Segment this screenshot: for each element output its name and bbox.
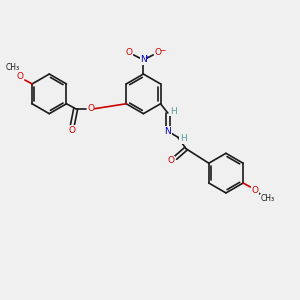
Text: O: O xyxy=(87,104,94,113)
Text: O: O xyxy=(16,71,23,80)
Text: H: H xyxy=(170,107,176,116)
Text: N: N xyxy=(164,127,171,136)
Text: O: O xyxy=(251,186,258,195)
Text: O: O xyxy=(167,156,174,165)
Text: H: H xyxy=(180,134,186,143)
Text: O: O xyxy=(126,48,133,57)
Text: −: − xyxy=(159,46,166,56)
Text: CH₃: CH₃ xyxy=(5,63,20,72)
Text: O: O xyxy=(69,126,76,135)
Text: O: O xyxy=(154,48,161,57)
Text: N: N xyxy=(140,55,147,64)
Text: CH₃: CH₃ xyxy=(260,194,274,203)
Text: +: + xyxy=(145,55,150,60)
